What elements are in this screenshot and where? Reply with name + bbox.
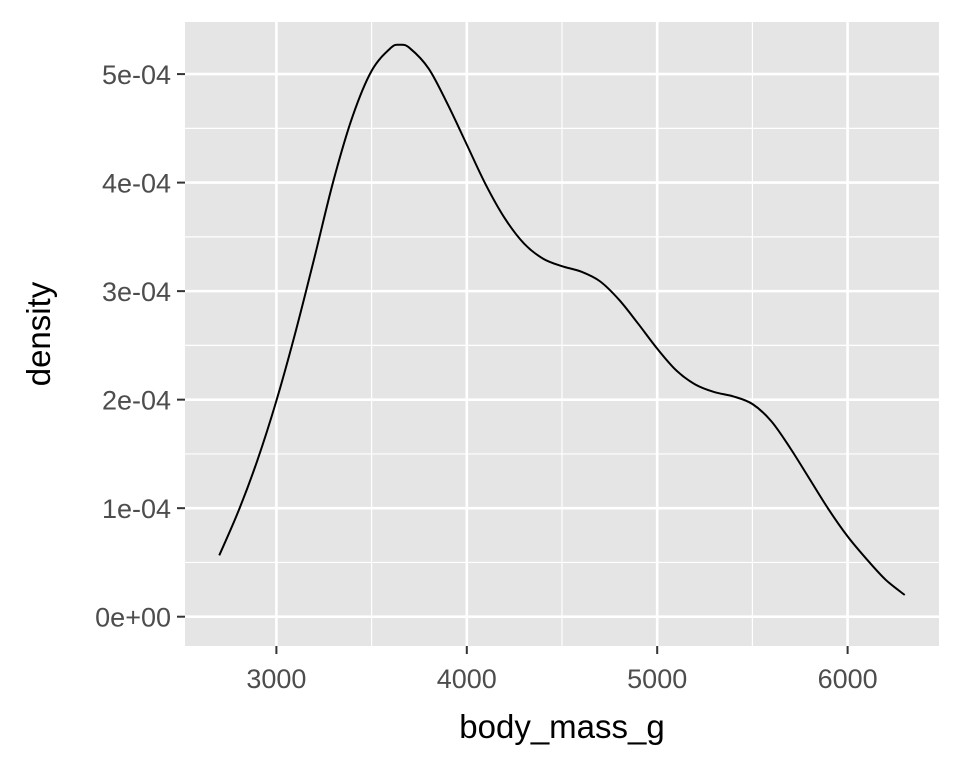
y-axis: 0e+00 1e-04 2e-04 3e-04 4e-04 5e-04: [95, 60, 185, 633]
x-axis-title: body_mass_g: [459, 708, 664, 745]
y-tick-label: 1e-04: [102, 494, 171, 524]
y-tick-label: 3e-04: [102, 277, 171, 307]
y-tick-label: 5e-04: [102, 60, 171, 90]
x-tick-label: 3000: [246, 664, 306, 694]
y-axis-title: density: [20, 281, 57, 386]
y-tick-label: 2e-04: [102, 386, 171, 416]
density-curve: [218, 43, 906, 596]
minor-gridlines: [185, 22, 939, 646]
x-tick-label: 5000: [627, 664, 687, 694]
x-tick-label: 6000: [818, 664, 878, 694]
x-axis: 3000 4000 5000 6000: [246, 646, 878, 694]
y-tick-label: 0e+00: [95, 603, 171, 633]
y-tick-label: 4e-04: [102, 169, 171, 199]
x-tick-label: 4000: [437, 664, 497, 694]
major-gridlines: [185, 22, 939, 646]
